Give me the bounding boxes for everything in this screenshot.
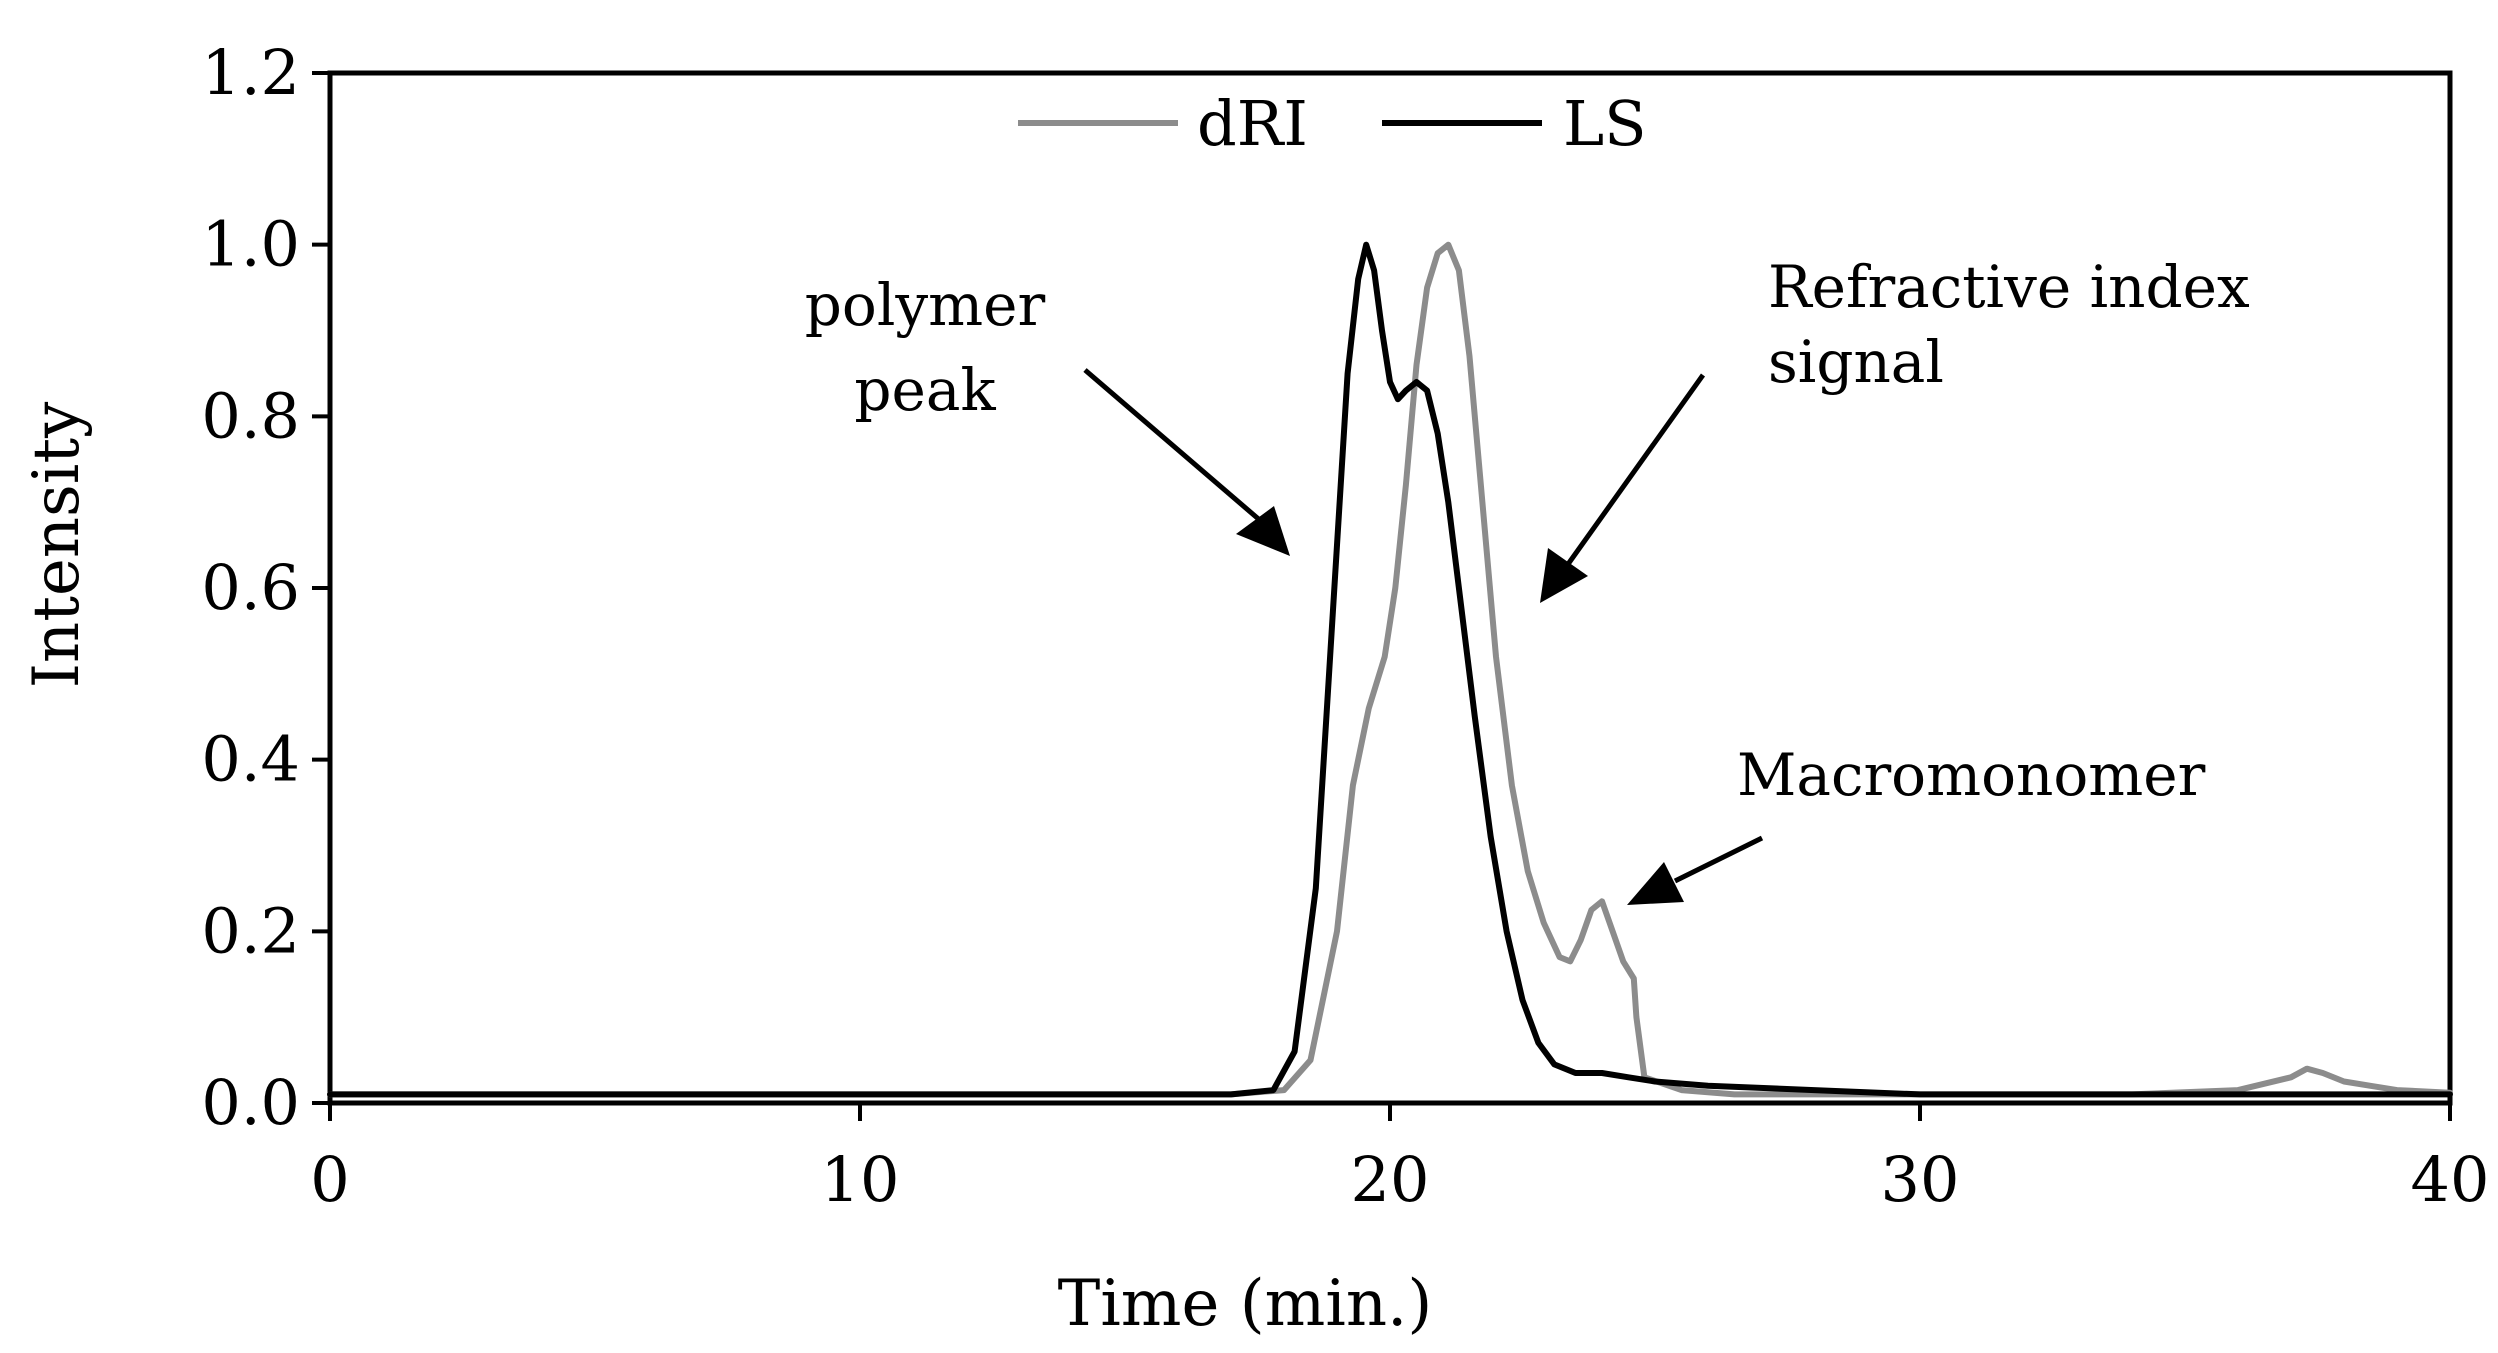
annotation-arrowhead <box>1236 506 1290 556</box>
plot-area-frame <box>327 70 2453 1106</box>
annotation-arrowhead <box>1540 548 1588 603</box>
annotation-text-peak: peak <box>854 356 996 424</box>
annotation-polymer-peak: polymer peak <box>805 271 1290 556</box>
x-tick-label: 20 <box>1351 1143 1430 1216</box>
annotation-arrow-shaft <box>1563 373 1706 569</box>
y-tick-label: 1.0 <box>201 208 300 281</box>
series-line-ls <box>327 241 2453 1098</box>
annotation-text-macromonomer: Macromonomer <box>1737 741 2206 809</box>
legend-label-dri: dRI <box>1197 87 1308 160</box>
x-axis-title: Time (min.) <box>1058 1267 1433 1341</box>
series-layer <box>327 241 2453 1098</box>
legend-label-ls: LS <box>1563 87 1647 160</box>
y-tick-label: 1.2 <box>201 36 300 109</box>
annotation-refractive-index: Refractive index signal <box>1540 253 2250 603</box>
x-tick-label: 10 <box>821 1143 900 1216</box>
annotation-text-refractive-index: Refractive index <box>1768 253 2250 321</box>
x-tick-label: 0 <box>310 1143 349 1216</box>
y-tick-label: 0.2 <box>201 894 300 967</box>
annotation-arrow-shaft <box>1673 835 1764 884</box>
annotation-arrowhead <box>1627 862 1684 905</box>
y-tick-label: 0.8 <box>201 379 300 452</box>
annotation-text-polymer: polymer <box>805 271 1046 339</box>
x-tick-label: 30 <box>1881 1143 1960 1216</box>
y-axis: 0.0 0.2 0.4 0.6 0.8 1.0 1.2 <box>201 36 330 1139</box>
y-tick-label: 0.4 <box>201 723 300 796</box>
y-tick-label: 0.6 <box>201 551 300 624</box>
annotation-text-signal: signal <box>1768 328 1944 396</box>
x-tick-label: 40 <box>2411 1143 2490 1216</box>
annotation-macromonomer: Macromonomer <box>1627 741 2206 905</box>
x-axis: 0 10 20 30 40 <box>310 1103 2489 1216</box>
annotation-arrow-shaft <box>1083 368 1264 524</box>
legend: dRI LS <box>1018 87 1647 160</box>
y-tick-label: 0.0 <box>201 1066 300 1139</box>
y-axis-title: Intensity <box>20 402 94 689</box>
